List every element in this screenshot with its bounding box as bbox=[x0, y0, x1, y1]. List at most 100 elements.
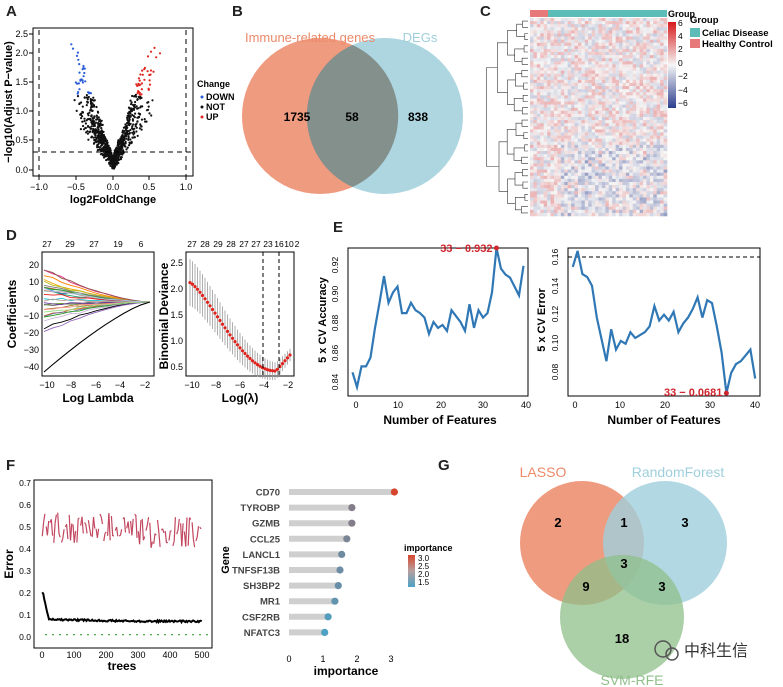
rf-error-class bbox=[149, 522, 152, 548]
heatmap-cell bbox=[660, 110, 664, 115]
heatmap-cell bbox=[574, 98, 579, 102]
heatmap-cell bbox=[530, 33, 534, 37]
x-tick: −2 bbox=[283, 380, 293, 390]
heatmap-cell bbox=[571, 191, 575, 195]
heatmap-cell bbox=[608, 160, 613, 164]
heatmap-cell bbox=[622, 138, 627, 143]
heatmap-cell bbox=[574, 194, 579, 198]
x-tick: 0.5 bbox=[143, 182, 156, 192]
error-line bbox=[571, 250, 757, 394]
heatmap-cell bbox=[656, 107, 661, 112]
heatmap-cell bbox=[564, 36, 568, 40]
panel-label-f: F bbox=[6, 457, 15, 474]
heatmap-cell bbox=[557, 160, 562, 164]
volcano-point bbox=[93, 129, 96, 132]
volcano-point bbox=[88, 92, 91, 95]
heatmap-cell bbox=[581, 123, 586, 127]
heatmap-cell bbox=[612, 141, 616, 146]
heatmap-cell bbox=[530, 70, 534, 74]
heatmap-cell bbox=[612, 110, 616, 115]
heatmap-cell bbox=[567, 18, 572, 22]
heatmap-cell bbox=[605, 92, 610, 96]
heatmap-cell bbox=[632, 123, 637, 127]
heatmap-cell bbox=[598, 101, 603, 105]
heatmap-cell bbox=[560, 52, 565, 56]
heatmap-cell bbox=[560, 76, 565, 81]
rf-error-class bbox=[189, 517, 192, 520]
heatmap-cell bbox=[543, 45, 548, 50]
heatmap-cell bbox=[612, 172, 616, 177]
volcano-point bbox=[147, 105, 150, 108]
heatmap-cell bbox=[615, 191, 620, 195]
volcano-point bbox=[112, 167, 116, 170]
heatmap-cell bbox=[653, 24, 658, 28]
heatmap-cell bbox=[619, 21, 623, 25]
heatmap-cell bbox=[601, 89, 606, 93]
heatmap-cell bbox=[557, 82, 562, 87]
heatmap-cell bbox=[622, 110, 627, 115]
volcano-point bbox=[138, 127, 141, 130]
heatmap-cell bbox=[612, 104, 616, 109]
heatmap-cell bbox=[646, 79, 651, 84]
heatmap-cell bbox=[553, 39, 558, 44]
heatmap-cell bbox=[567, 117, 572, 121]
heatmap-cell bbox=[605, 144, 610, 149]
heatmap-cell bbox=[550, 126, 555, 130]
heatmap-cell bbox=[588, 181, 592, 186]
heatmap-cell bbox=[632, 61, 637, 65]
heatmap-cell bbox=[591, 166, 596, 170]
heatmap-cell bbox=[629, 135, 634, 139]
heatmap-cell bbox=[584, 55, 589, 59]
heatmap-cell bbox=[643, 89, 647, 93]
heatmap-cell bbox=[615, 200, 620, 204]
heatmap-cell bbox=[646, 135, 651, 139]
heatmap-cell bbox=[632, 76, 637, 81]
heatmap-cell bbox=[567, 163, 572, 167]
heatmap-cell bbox=[601, 212, 606, 217]
heatmap-cell bbox=[543, 129, 548, 133]
heatmap-cell bbox=[608, 42, 613, 47]
rf-error-class bbox=[116, 527, 119, 537]
heatmap-cell bbox=[605, 55, 610, 59]
heatmap-cell bbox=[567, 82, 572, 87]
heatmap-cell bbox=[564, 18, 568, 22]
heatmap-cell bbox=[598, 52, 603, 56]
heatmap-cell bbox=[646, 95, 651, 99]
heatmap-cell bbox=[553, 89, 558, 93]
volcano-point bbox=[83, 120, 86, 123]
volcano-point bbox=[131, 113, 134, 117]
heatmap-cell bbox=[584, 172, 589, 177]
heatmap-cell bbox=[660, 188, 664, 192]
heatmap-cell bbox=[639, 82, 644, 87]
venn-overlap bbox=[306, 45, 399, 187]
heatmap-cell bbox=[612, 101, 616, 105]
heatmap-cell bbox=[584, 110, 589, 115]
heatmap-cell bbox=[547, 86, 551, 90]
heatmap-cell bbox=[567, 203, 572, 208]
heatmap-cell bbox=[608, 178, 613, 183]
heatmap-cell bbox=[612, 21, 616, 25]
heatmap-cell bbox=[605, 86, 610, 90]
heatmap-cell bbox=[574, 209, 579, 214]
legend-celiac-swatch bbox=[690, 28, 700, 37]
heatmap-cell bbox=[547, 95, 551, 99]
volcano-point bbox=[86, 98, 89, 101]
heatmap-cell bbox=[601, 135, 606, 139]
heatmap-cell bbox=[605, 67, 610, 71]
coef-path bbox=[43, 301, 151, 313]
heatmap-cell bbox=[533, 151, 538, 155]
heatmap-cell bbox=[536, 36, 541, 40]
heatmap-cell bbox=[656, 48, 661, 53]
heatmap-cell bbox=[591, 86, 596, 90]
heatmap-cell bbox=[612, 79, 616, 84]
heatmap-cell bbox=[608, 129, 613, 133]
heatmap-cell bbox=[608, 27, 613, 31]
heatmap-cell bbox=[557, 172, 562, 177]
heatmap-cell bbox=[625, 45, 630, 50]
heatmap-cell bbox=[591, 172, 596, 177]
heatmap-cell bbox=[643, 101, 647, 105]
dendrogram-branch bbox=[513, 147, 525, 161]
heatmap-cell bbox=[622, 132, 627, 136]
rf-error-class bbox=[195, 536, 198, 542]
heatmap-cell bbox=[598, 185, 603, 189]
